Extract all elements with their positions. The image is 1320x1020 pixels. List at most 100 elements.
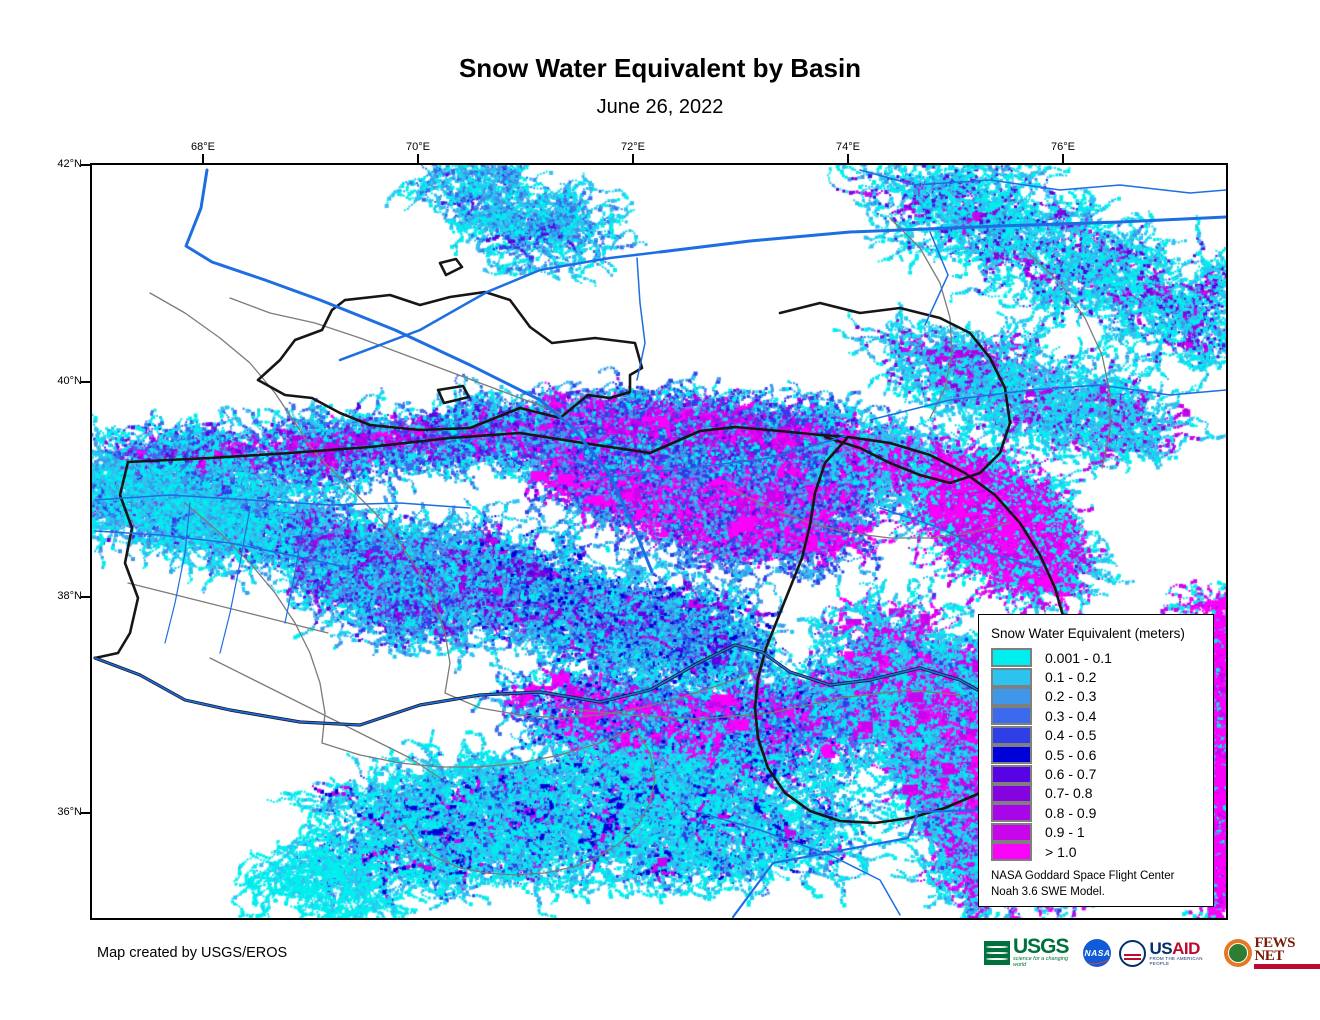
legend-swatch xyxy=(991,648,1032,668)
usgs-logo: USGS science for a changing world xyxy=(984,936,1075,968)
basin-outline-gray xyxy=(889,217,953,419)
legend-swatch xyxy=(991,745,1032,765)
river-line xyxy=(219,507,251,654)
x-axis-tick-label: 76°E xyxy=(1051,141,1075,153)
legend-swatch xyxy=(991,725,1032,745)
map-legend: Snow Water Equivalent (meters) 0.001 - 0… xyxy=(978,614,1214,907)
x-axis-tick-mark xyxy=(847,154,849,163)
legend-title: Snow Water Equivalent (meters) xyxy=(991,626,1185,641)
usaid-tagline: FROM THE AMERICAN PEOPLE xyxy=(1149,955,1203,966)
usgs-tagline: science for a changing world xyxy=(1013,956,1069,968)
river-line xyxy=(94,530,351,569)
legend-label: 0.2 - 0.3 xyxy=(1045,688,1097,705)
footer-credit: Map created by USGS/EROS xyxy=(97,945,288,961)
legend-entry: 0.6 - 0.7 xyxy=(991,764,1205,784)
usaid-logo: USAID FROM THE AMERICAN PEOPLE xyxy=(1119,938,1216,967)
river-line xyxy=(94,494,471,509)
legend-entry: 0.9 - 1 xyxy=(991,822,1205,842)
legend-label: 0.7- 0.8 xyxy=(1045,785,1093,802)
nasa-meatball-icon: NASA xyxy=(1083,939,1112,967)
basin-outline-gray xyxy=(729,487,1011,539)
legend-swatch xyxy=(991,764,1032,784)
legend-label: 0.4 - 0.5 xyxy=(1045,727,1097,744)
river-line xyxy=(879,507,1041,569)
legend-swatch xyxy=(991,842,1032,862)
y-axis-tick-mark xyxy=(81,381,90,383)
legend-label: 0.8 - 0.9 xyxy=(1045,804,1097,821)
y-axis-tick-label: 38°N xyxy=(57,590,82,602)
y-axis-tick-label: 36°N xyxy=(57,806,82,818)
legend-credit: NASA Goddard Space Flight Center Noah 3.… xyxy=(991,868,1205,900)
x-axis-tick-label: 74°E xyxy=(836,141,860,153)
legend-entry: 0.1 - 0.2 xyxy=(991,667,1205,687)
basin-outline-black xyxy=(126,425,850,464)
basin-outline-black xyxy=(93,643,1037,742)
fewsnet-globe-icon xyxy=(1224,939,1253,967)
fewsnet-banner xyxy=(1254,964,1320,969)
basin-outline-black xyxy=(93,460,140,660)
basin-outline-gray xyxy=(1027,252,1111,469)
river-line xyxy=(284,512,306,624)
legend-label: 0.5 - 0.6 xyxy=(1045,746,1097,763)
x-axis-tick-mark xyxy=(1062,154,1064,163)
river-line xyxy=(636,257,646,381)
legend-label: 0.9 - 1 xyxy=(1045,824,1085,841)
legend-label: > 1.0 xyxy=(1045,843,1077,860)
river-line xyxy=(184,168,654,574)
basin-outline-gray xyxy=(184,502,326,744)
y-axis-tick-mark xyxy=(81,812,90,814)
river-line xyxy=(731,808,980,918)
nasa-logo: NASA xyxy=(1083,939,1112,967)
usaid-seal-icon xyxy=(1119,939,1147,967)
map-date-subtitle: June 26, 2022 xyxy=(596,96,724,118)
legend-rows: 0.001 - 0.1 0.1 - 0.2 0.2 - 0.3 0.3 - 0.4 0.… xyxy=(991,648,1205,862)
basin-outline-gray xyxy=(149,292,316,454)
legend-entry: 0.4 - 0.5 xyxy=(991,725,1205,745)
legend-entry: 0.8 - 0.9 xyxy=(991,803,1205,823)
basin-outline-black xyxy=(256,290,644,432)
legend-swatch xyxy=(991,822,1032,842)
legend-entry: 0.7- 0.8 xyxy=(991,783,1205,803)
usgs-wave-icon xyxy=(984,941,1010,965)
river-line xyxy=(164,502,191,644)
river-line xyxy=(924,231,949,326)
river-line xyxy=(338,250,662,362)
map-vector-layer xyxy=(93,168,1226,918)
usaid-wordmark-aid: AID xyxy=(1172,938,1200,958)
river-line xyxy=(599,435,847,479)
legend-swatch xyxy=(991,803,1032,823)
river-line xyxy=(859,169,1226,194)
legend-label: 0.6 - 0.7 xyxy=(1045,766,1097,783)
legend-label: 0.001 - 0.1 xyxy=(1045,649,1112,666)
legend-entry: 0.5 - 0.6 xyxy=(991,745,1205,765)
x-axis-tick-label: 72°E xyxy=(621,141,645,153)
y-axis-tick-mark xyxy=(81,164,90,166)
river-line xyxy=(869,384,1226,421)
y-axis-tick-mark xyxy=(81,596,90,598)
basin-outline-gray xyxy=(229,297,561,414)
usaid-wordmark-us: US xyxy=(1149,938,1173,958)
basin-outline-gray xyxy=(127,582,329,634)
basin-outline-gray xyxy=(404,727,656,876)
basin-outline-gray xyxy=(444,669,759,719)
basin-outline-gray xyxy=(321,727,636,768)
legend-entry: 0.001 - 0.1 xyxy=(991,648,1205,668)
map-area: Snow Water Equivalent (meters) 0.001 - 0… xyxy=(90,163,1228,920)
map-title: Snow Water Equivalent by Basin xyxy=(458,53,862,83)
legend-credit-line: NASA Goddard Space Flight Center xyxy=(991,870,1175,883)
x-axis-tick-mark xyxy=(417,154,419,163)
fewsnet-wordmark: FEWS NET xyxy=(1254,935,1295,964)
fewsnet-logo: FEWS NET xyxy=(1224,935,1320,969)
legend-entry: > 1.0 xyxy=(991,842,1205,862)
legend-swatch xyxy=(991,783,1032,803)
river-line xyxy=(689,809,901,916)
river-line xyxy=(94,644,1036,741)
legend-entry: 0.3 - 0.4 xyxy=(991,706,1205,726)
legend-label: 0.1 - 0.2 xyxy=(1045,669,1097,686)
legend-swatch xyxy=(991,706,1032,726)
basin-outline-black xyxy=(438,257,464,277)
partner-logos: USGS science for a changing world NASA U… xyxy=(984,935,1320,971)
x-axis-tick-mark xyxy=(202,154,204,163)
basin-outline-black xyxy=(753,435,1072,825)
